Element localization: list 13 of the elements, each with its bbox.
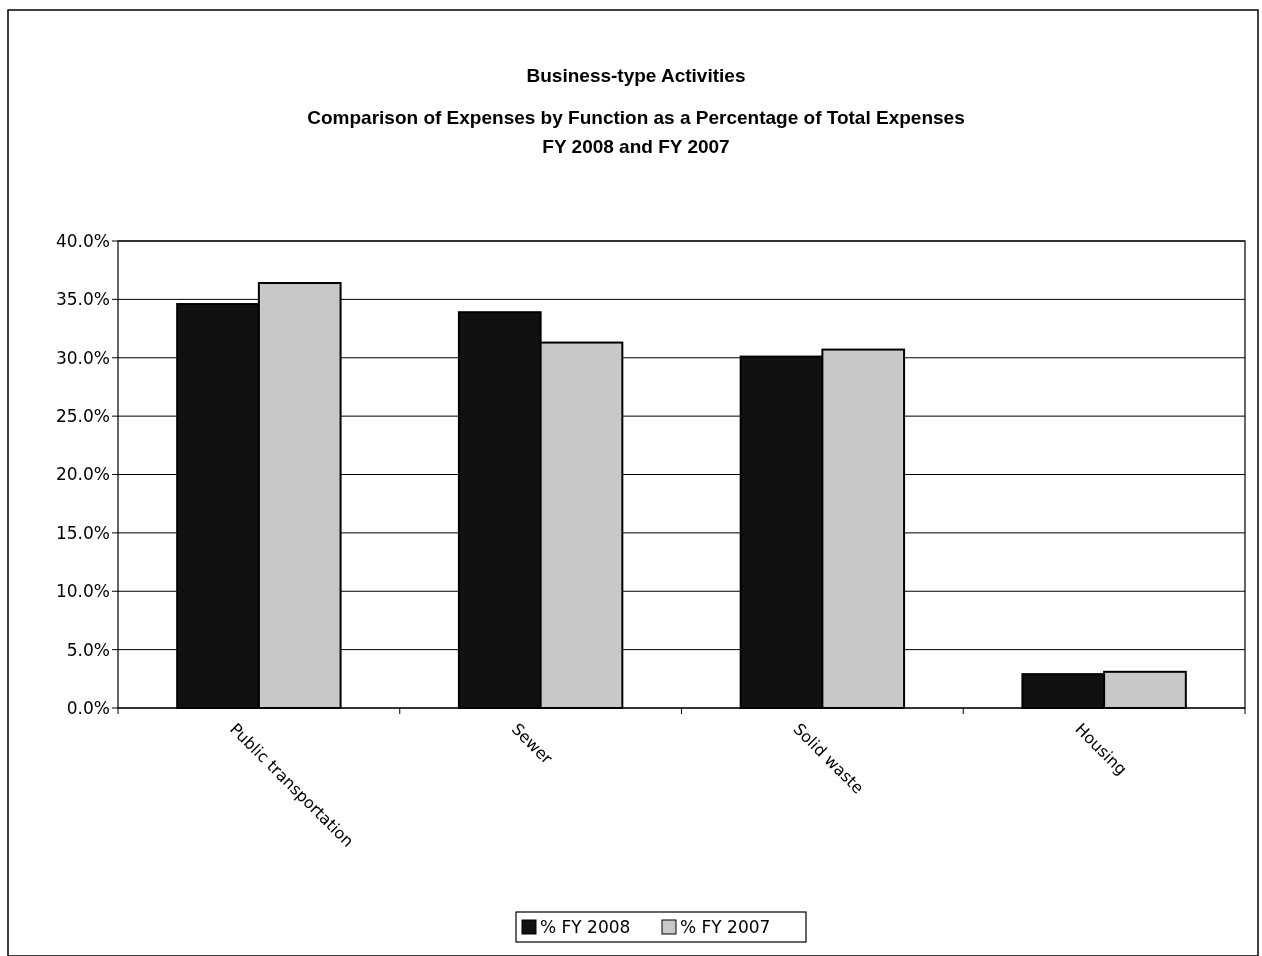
y-tick-label: 15.0% [55, 522, 110, 543]
chart-subtitle: Comparison of Expenses by Function as a Percentage of Total Expenses FY 2008 and FY 2007 [307, 107, 965, 157]
y-tick-label: 10.0% [55, 581, 110, 602]
y-tick-label: 20.0% [55, 464, 110, 485]
legend-label: % FY 2008 [540, 917, 631, 937]
legend-label: % FY 2007 [680, 917, 771, 937]
y-tick-label: 35.0% [55, 289, 110, 310]
chart-title: Business-type Activities [526, 65, 746, 86]
y-tick-label: 25.0% [55, 406, 110, 427]
y-tick-label: 5.0% [66, 639, 110, 660]
y-tick-label: 40.0% [55, 230, 110, 251]
y-tick-label: 0.0% [66, 697, 110, 718]
y-tick-label: 30.0% [55, 347, 110, 368]
